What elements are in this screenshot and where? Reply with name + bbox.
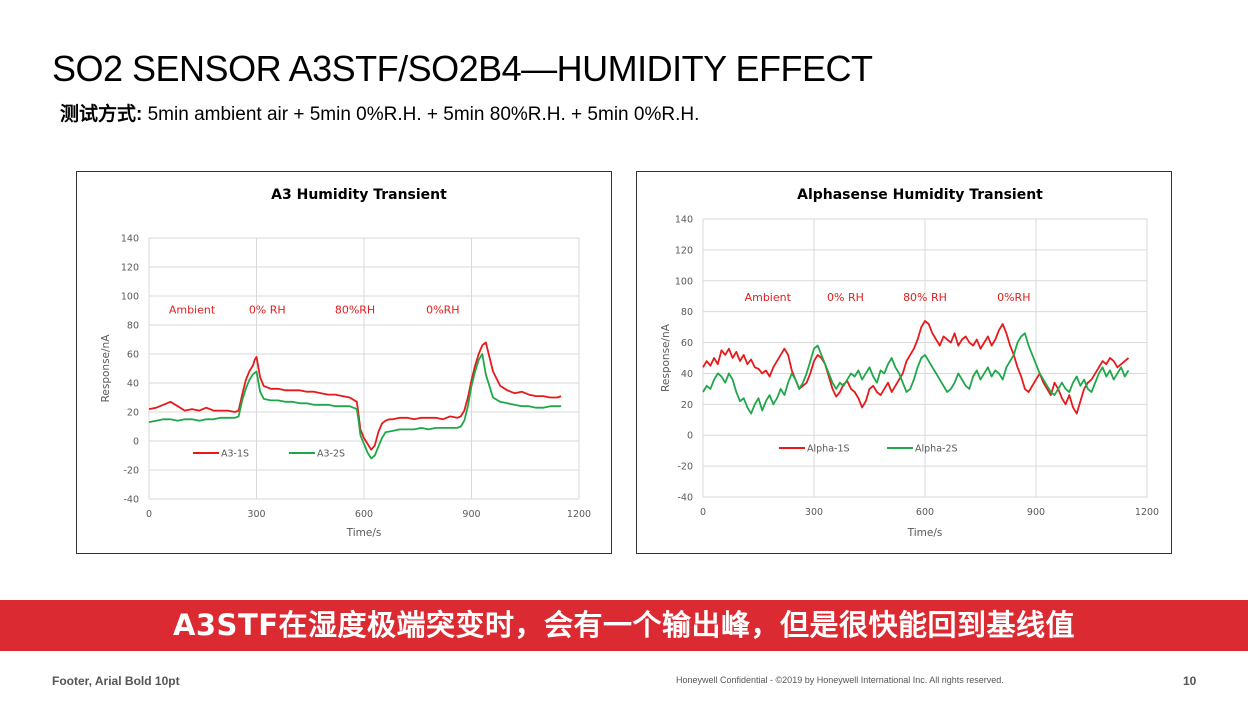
phase-annotation: 0% RH xyxy=(827,291,864,304)
y-tick-label: 0 xyxy=(687,431,693,442)
series-line-alpha-2s xyxy=(702,332,1130,415)
x-axis-label: Time/s xyxy=(346,527,382,539)
test-method-label: 测试方式: xyxy=(60,104,143,125)
y-tick-label: 20 xyxy=(681,400,693,411)
chart-a3-humidity-transient: A3 Humidity Transient -40 -20 0 20 40 60 80 100 1… xyxy=(76,171,612,554)
test-method-text: 5min ambient air + 5min 0%R.H. + 5min 80… xyxy=(142,104,700,125)
series-line-a3-1s xyxy=(148,341,562,451)
x-tick-label: 900 xyxy=(462,509,480,520)
x-tick-label: 900 xyxy=(1027,507,1045,518)
phase-annotation: 0%RH xyxy=(997,291,1030,304)
series-line-alpha-1s xyxy=(702,319,1130,415)
y-tick-label: 0 xyxy=(133,437,139,448)
y-tick-label: 60 xyxy=(127,350,139,361)
phase-annotation: 0%RH xyxy=(426,303,459,316)
y-tick-label: -40 xyxy=(677,493,693,504)
y-tick-label: 120 xyxy=(675,245,693,256)
chart-a3-svg: A3 Humidity Transient -40 -20 0 20 40 60 80 100 1… xyxy=(100,187,591,539)
x-tick-label: 600 xyxy=(916,507,934,518)
y-tick-label: -40 xyxy=(123,495,139,506)
y-tick-label: 100 xyxy=(675,276,693,287)
x-tick-label: 1200 xyxy=(1135,507,1159,518)
x-tick-label: 300 xyxy=(247,509,265,520)
phase-annotation: 80% RH xyxy=(903,291,947,304)
y-axis-label: Response/nA xyxy=(660,323,672,392)
phase-annotation: 0% RH xyxy=(249,303,286,316)
phase-annotation: Ambient xyxy=(745,291,792,304)
x-tick-label: 0 xyxy=(700,507,706,518)
legend-label: Alpha-1S xyxy=(807,444,850,455)
y-tick-label: -20 xyxy=(677,462,693,473)
y-tick-label: 40 xyxy=(681,369,693,380)
confidential-notice: Honeywell Confidential - ©2019 by Honeyw… xyxy=(676,675,1004,685)
slide-title: SO2 SENSOR A3STF/SO2B4—HUMIDITY EFFECT xyxy=(52,48,873,89)
x-tick-label: 600 xyxy=(355,509,373,520)
y-tick-label: 20 xyxy=(127,408,139,419)
y-tick-label: 120 xyxy=(121,263,139,274)
x-tick-label: 1200 xyxy=(567,509,591,520)
y-tick-label: 40 xyxy=(127,379,139,390)
y-tick-label: 80 xyxy=(681,307,693,318)
x-axis-label: Time/s xyxy=(907,527,943,539)
legend-label: A3-1S xyxy=(221,449,249,460)
conclusion-banner: A3STF在湿度极端突变时，会有一个输出峰，但是很快能回到基线值 xyxy=(0,600,1248,651)
x-tick-label: 300 xyxy=(805,507,823,518)
y-tick-label: 80 xyxy=(127,321,139,332)
series-line-a3-2s xyxy=(148,353,562,460)
y-tick-label: 100 xyxy=(121,292,139,303)
phase-annotation: 80%RH xyxy=(335,303,375,316)
y-tick-label: 140 xyxy=(675,215,693,226)
page-number: 10 xyxy=(1183,674,1197,688)
chart-alphasense-svg: Alphasense Humidity Transient -40 -20 0 20 40… xyxy=(660,187,1159,539)
legend-label: A3-2S xyxy=(317,449,345,460)
chart-title: Alphasense Humidity Transient xyxy=(797,187,1043,203)
footer-text: Footer, Arial Bold 10pt xyxy=(52,674,180,688)
y-tick-label: -20 xyxy=(123,466,139,477)
y-axis-label: Response/nA xyxy=(100,334,112,403)
chart-alphasense-humidity-transient: Alphasense Humidity Transient -40 -20 0 20 40… xyxy=(636,171,1172,554)
chart-title: A3 Humidity Transient xyxy=(271,187,447,203)
legend-label: Alpha-2S xyxy=(915,444,958,455)
y-tick-label: 60 xyxy=(681,338,693,349)
x-tick-label: 0 xyxy=(146,509,152,520)
test-method-line: 测试方式: 5min ambient air + 5min 0%R.H. + 5… xyxy=(60,99,699,126)
phase-annotation: Ambient xyxy=(169,303,216,316)
y-tick-label: 140 xyxy=(121,234,139,245)
